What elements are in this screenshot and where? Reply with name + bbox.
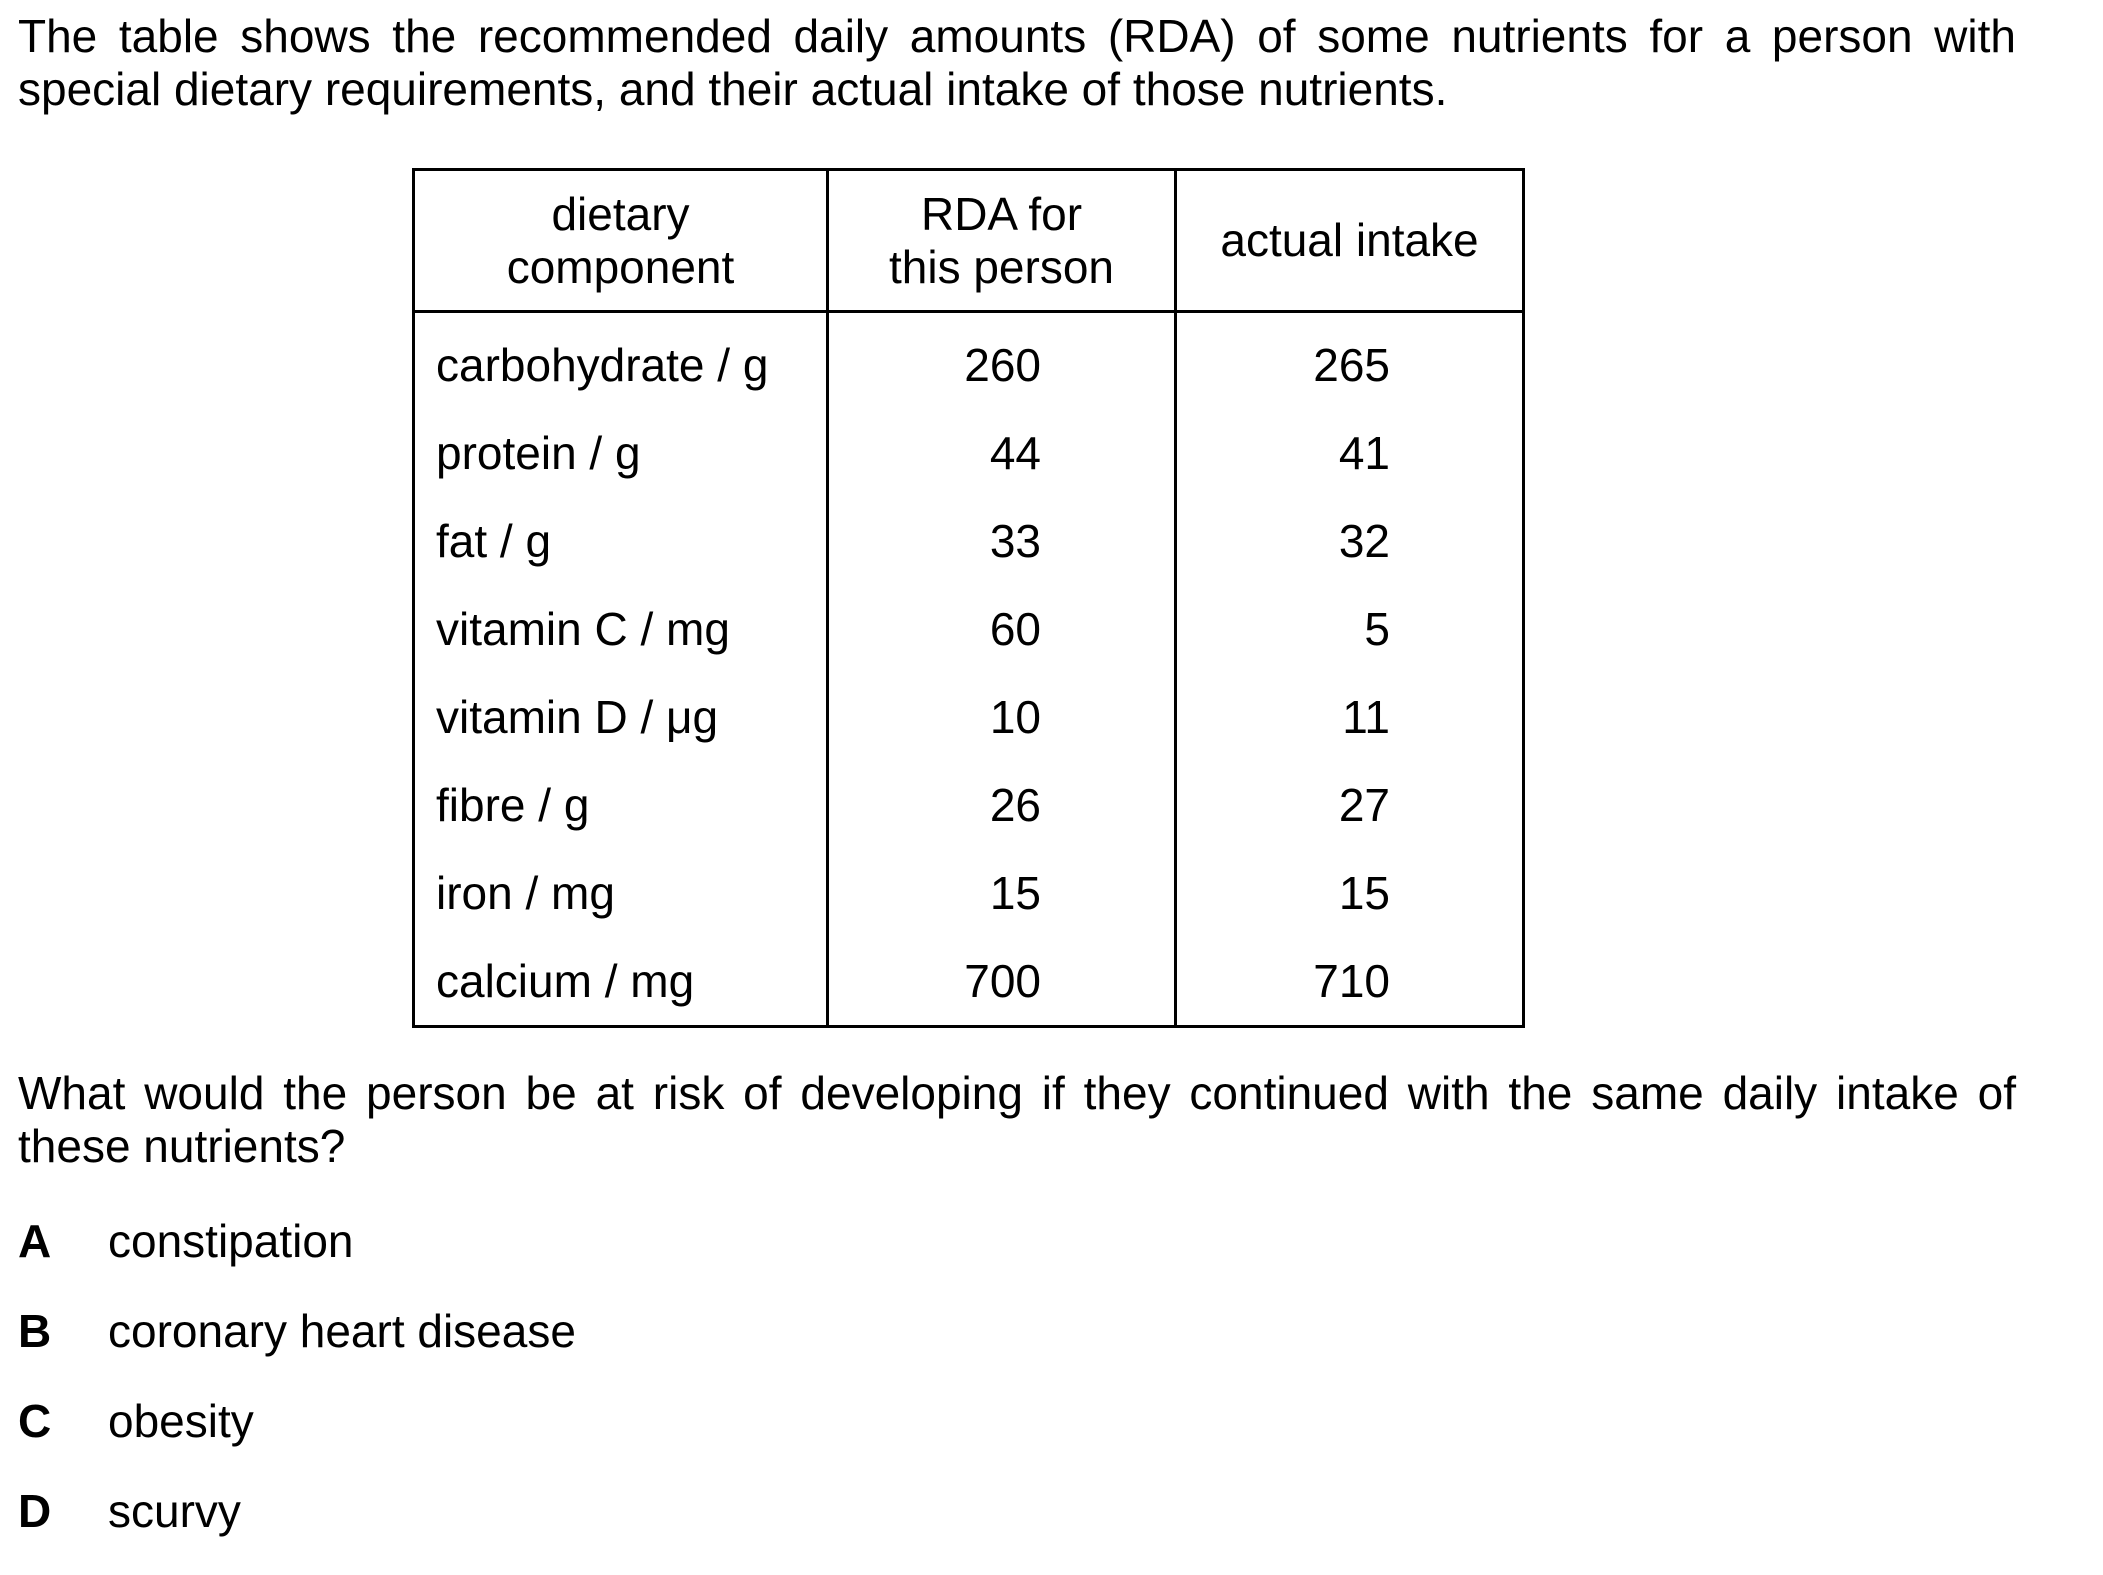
- component-cell: protein / g: [412, 409, 829, 497]
- rda-cell: 15: [826, 849, 1177, 937]
- option-text: obesity: [108, 1395, 254, 1447]
- header-line: actual intake: [1220, 214, 1479, 266]
- actual-cell: 41: [1174, 409, 1525, 497]
- table-row: calcium / mg 700 710: [412, 937, 1525, 1027]
- header-line: dietary: [551, 187, 690, 240]
- option-letter: C: [18, 1395, 52, 1447]
- actual-cell: 710: [1174, 937, 1525, 1027]
- nutrient-table: dietary component RDA for this person ac…: [412, 168, 1525, 1028]
- table-row: iron / mg 15 15: [412, 849, 1525, 937]
- option-letter: A: [18, 1215, 52, 1267]
- option-letter: D: [18, 1485, 52, 1537]
- rda-cell: 10: [826, 673, 1177, 761]
- header-dietary-component: dietary component: [412, 168, 829, 313]
- actual-cell: 5: [1174, 585, 1525, 673]
- header-line: component: [506, 240, 735, 293]
- header-actual-intake: actual intake: [1174, 168, 1525, 313]
- option-d[interactable]: D scurvy: [18, 1485, 576, 1575]
- rda-cell: 260: [826, 311, 1177, 409]
- table-header-row: dietary component RDA for this person ac…: [412, 168, 1525, 313]
- table-row: fibre / g 26 27: [412, 761, 1525, 849]
- option-text: scurvy: [108, 1485, 241, 1537]
- component-cell: fat / g: [412, 497, 829, 585]
- rda-cell: 33: [826, 497, 1177, 585]
- component-cell: vitamin C / mg: [412, 585, 829, 673]
- header-rda: RDA for this person: [826, 168, 1177, 313]
- table-row: protein / g 44 41: [412, 409, 1525, 497]
- option-text: coronary heart disease: [108, 1305, 576, 1357]
- question-text: What would the person be at risk of deve…: [18, 1067, 2016, 1172]
- rda-cell: 26: [826, 761, 1177, 849]
- option-b[interactable]: B coronary heart disease: [18, 1305, 576, 1395]
- header-line: RDA for: [920, 187, 1083, 240]
- option-a[interactable]: A constipation: [18, 1215, 576, 1305]
- table-row: fat / g 33 32: [412, 497, 1525, 585]
- option-text: constipation: [108, 1215, 354, 1267]
- answer-options: A constipation B coronary heart disease …: [18, 1215, 576, 1575]
- option-c[interactable]: C obesity: [18, 1395, 576, 1485]
- intro-text: The table shows the recommended daily am…: [18, 10, 2016, 115]
- component-cell: calcium / mg: [412, 937, 829, 1027]
- component-cell: carbohydrate / g: [412, 311, 829, 409]
- component-cell: fibre / g: [412, 761, 829, 849]
- table-row: carbohydrate / g 260 265: [412, 311, 1525, 409]
- rda-cell: 44: [826, 409, 1177, 497]
- rda-cell: 60: [826, 585, 1177, 673]
- table-row: vitamin D / μg 10 11: [412, 673, 1525, 761]
- actual-cell: 32: [1174, 497, 1525, 585]
- actual-cell: 27: [1174, 761, 1525, 849]
- header-line: this person: [888, 240, 1114, 293]
- actual-cell: 265: [1174, 311, 1525, 409]
- actual-cell: 15: [1174, 849, 1525, 937]
- component-cell: iron / mg: [412, 849, 829, 937]
- actual-cell: 11: [1174, 673, 1525, 761]
- rda-cell: 700: [826, 937, 1177, 1027]
- component-cell: vitamin D / μg: [412, 673, 829, 761]
- table-row: vitamin C / mg 60 5: [412, 585, 1525, 673]
- option-letter: B: [18, 1305, 52, 1357]
